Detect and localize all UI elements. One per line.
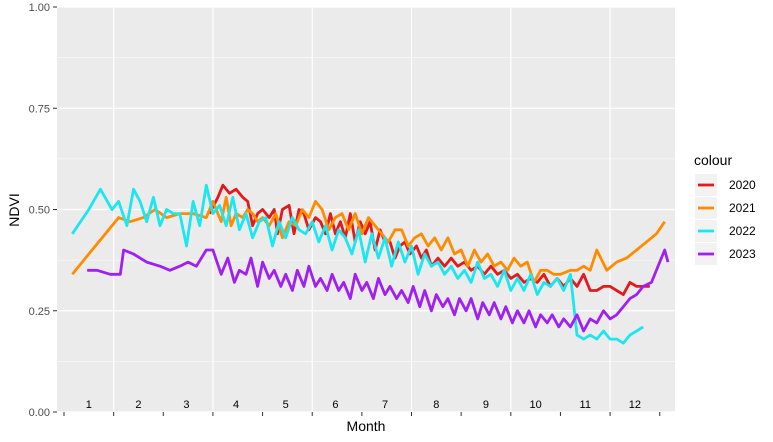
x-axis-title: Month bbox=[347, 418, 386, 434]
x-axis-ticks bbox=[63, 412, 661, 416]
legend: colour 2020 2021 2022 2023 bbox=[694, 152, 756, 265]
legend-item-2023: 2023 bbox=[695, 243, 756, 265]
y-tick-label: 1.00 bbox=[29, 2, 50, 14]
month-label: 9 bbox=[483, 399, 489, 411]
y-tick-label: 0.00 bbox=[29, 407, 50, 419]
y-tick-label: 0.25 bbox=[29, 306, 50, 318]
y-axis-title: NDVI bbox=[6, 193, 22, 226]
legend-label: 2020 bbox=[729, 178, 756, 192]
legend-item-2022: 2022 bbox=[695, 220, 756, 242]
month-labels: 1 2 3 4 5 6 7 8 9 10 11 12 bbox=[86, 399, 641, 411]
legend-label: 2023 bbox=[729, 247, 756, 261]
series-line-2023 bbox=[87, 248, 670, 333]
month-label: 5 bbox=[283, 399, 289, 411]
month-label: 6 bbox=[332, 399, 338, 411]
month-label: 3 bbox=[183, 399, 189, 411]
legend-items: 2020 2021 2022 2023 bbox=[695, 174, 756, 265]
month-label: 12 bbox=[629, 399, 641, 411]
y-tick-label: 0.75 bbox=[29, 103, 50, 115]
y-tick-label: 0.50 bbox=[29, 205, 50, 217]
month-label: 2 bbox=[135, 399, 141, 411]
legend-title: colour bbox=[694, 152, 732, 168]
legend-label: 2021 bbox=[729, 201, 756, 215]
month-label: 1 bbox=[86, 399, 92, 411]
legend-item-2021: 2021 bbox=[695, 197, 756, 219]
month-label: 4 bbox=[233, 399, 239, 411]
month-label: 7 bbox=[382, 399, 388, 411]
month-label: 11 bbox=[580, 399, 591, 411]
y-axis-ticks: 0.00 0.25 0.50 0.75 1.00 bbox=[29, 2, 57, 419]
month-label: 10 bbox=[529, 399, 541, 411]
month-label: 8 bbox=[433, 399, 439, 411]
legend-label: 2022 bbox=[729, 224, 756, 238]
legend-item-2020: 2020 bbox=[695, 174, 756, 196]
series-line-2022 bbox=[71, 183, 644, 345]
series-lines bbox=[71, 183, 670, 345]
